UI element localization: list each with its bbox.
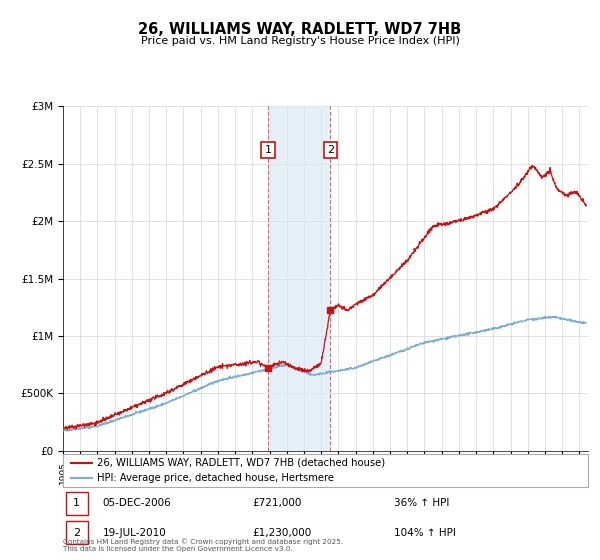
Text: 26, WILLIAMS WAY, RADLETT, WD7 7HB: 26, WILLIAMS WAY, RADLETT, WD7 7HB — [139, 22, 461, 38]
Text: 2: 2 — [73, 528, 80, 538]
Text: Price paid vs. HM Land Registry's House Price Index (HPI): Price paid vs. HM Land Registry's House … — [140, 36, 460, 46]
Text: HPI: Average price, detached house, Hertsmere: HPI: Average price, detached house, Hert… — [97, 473, 334, 483]
Text: 2: 2 — [327, 145, 334, 155]
Bar — [65, 521, 88, 544]
Bar — [268, 106, 331, 451]
Text: £1,230,000: £1,230,000 — [252, 528, 311, 538]
Text: £721,000: £721,000 — [252, 498, 301, 508]
Text: 36% ↑ HPI: 36% ↑ HPI — [394, 498, 449, 508]
Text: 1: 1 — [265, 145, 272, 155]
Text: 19-JUL-2010: 19-JUL-2010 — [103, 528, 166, 538]
Text: 05-DEC-2006: 05-DEC-2006 — [103, 498, 171, 508]
Text: 104% ↑ HPI: 104% ↑ HPI — [394, 528, 455, 538]
Text: 1: 1 — [73, 498, 80, 508]
Bar — [65, 492, 88, 515]
Text: Contains HM Land Registry data © Crown copyright and database right 2025.
This d: Contains HM Land Registry data © Crown c… — [63, 538, 343, 552]
Text: 26, WILLIAMS WAY, RADLETT, WD7 7HB (detached house): 26, WILLIAMS WAY, RADLETT, WD7 7HB (deta… — [97, 458, 385, 468]
